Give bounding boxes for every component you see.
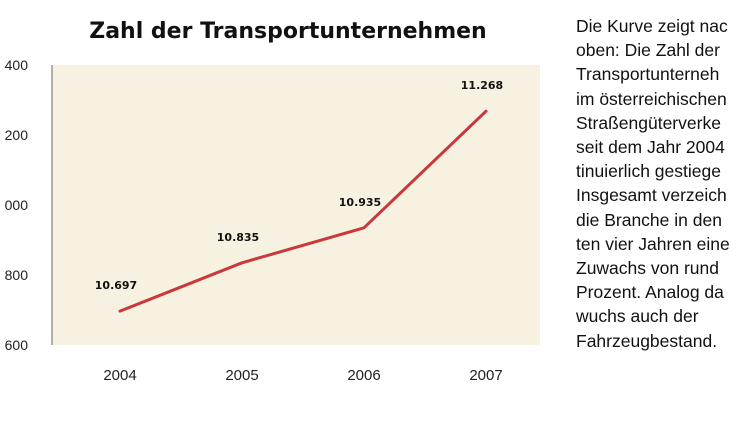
x-tick-label: 2006 [347,367,380,384]
x-axis-ticks: 2004 2005 2006 2007 [103,367,502,384]
side-article-text: Die Kurve zeigt nac oben: Die Zahl der T… [576,16,730,351]
chart-title: Zahl der Transportunternehmen [89,19,486,44]
x-tick-label: 2004 [103,367,136,384]
line-chart: Zahl der Transportunternehmen 400 200 000 8… [5,19,540,384]
x-tick-label: 2005 [225,367,258,384]
plot-area [52,65,540,345]
y-tick-label: 600 [5,337,29,353]
data-labels: 10.697 10.835 10.935 11.268 [95,79,503,292]
x-tick-label: 2007 [469,367,502,384]
y-tick-label: 000 [5,197,29,213]
y-tick-label: 200 [5,127,29,143]
y-tick-label: 400 [5,57,29,73]
y-tick-label: 800 [5,267,29,283]
data-label: 10.697 [95,279,137,292]
data-label: 10.935 [339,196,381,209]
y-axis-ticks: 400 200 000 800 600 [5,57,29,353]
series-line [118,109,488,313]
data-label: 10.835 [217,231,259,244]
data-label: 11.268 [461,79,503,92]
